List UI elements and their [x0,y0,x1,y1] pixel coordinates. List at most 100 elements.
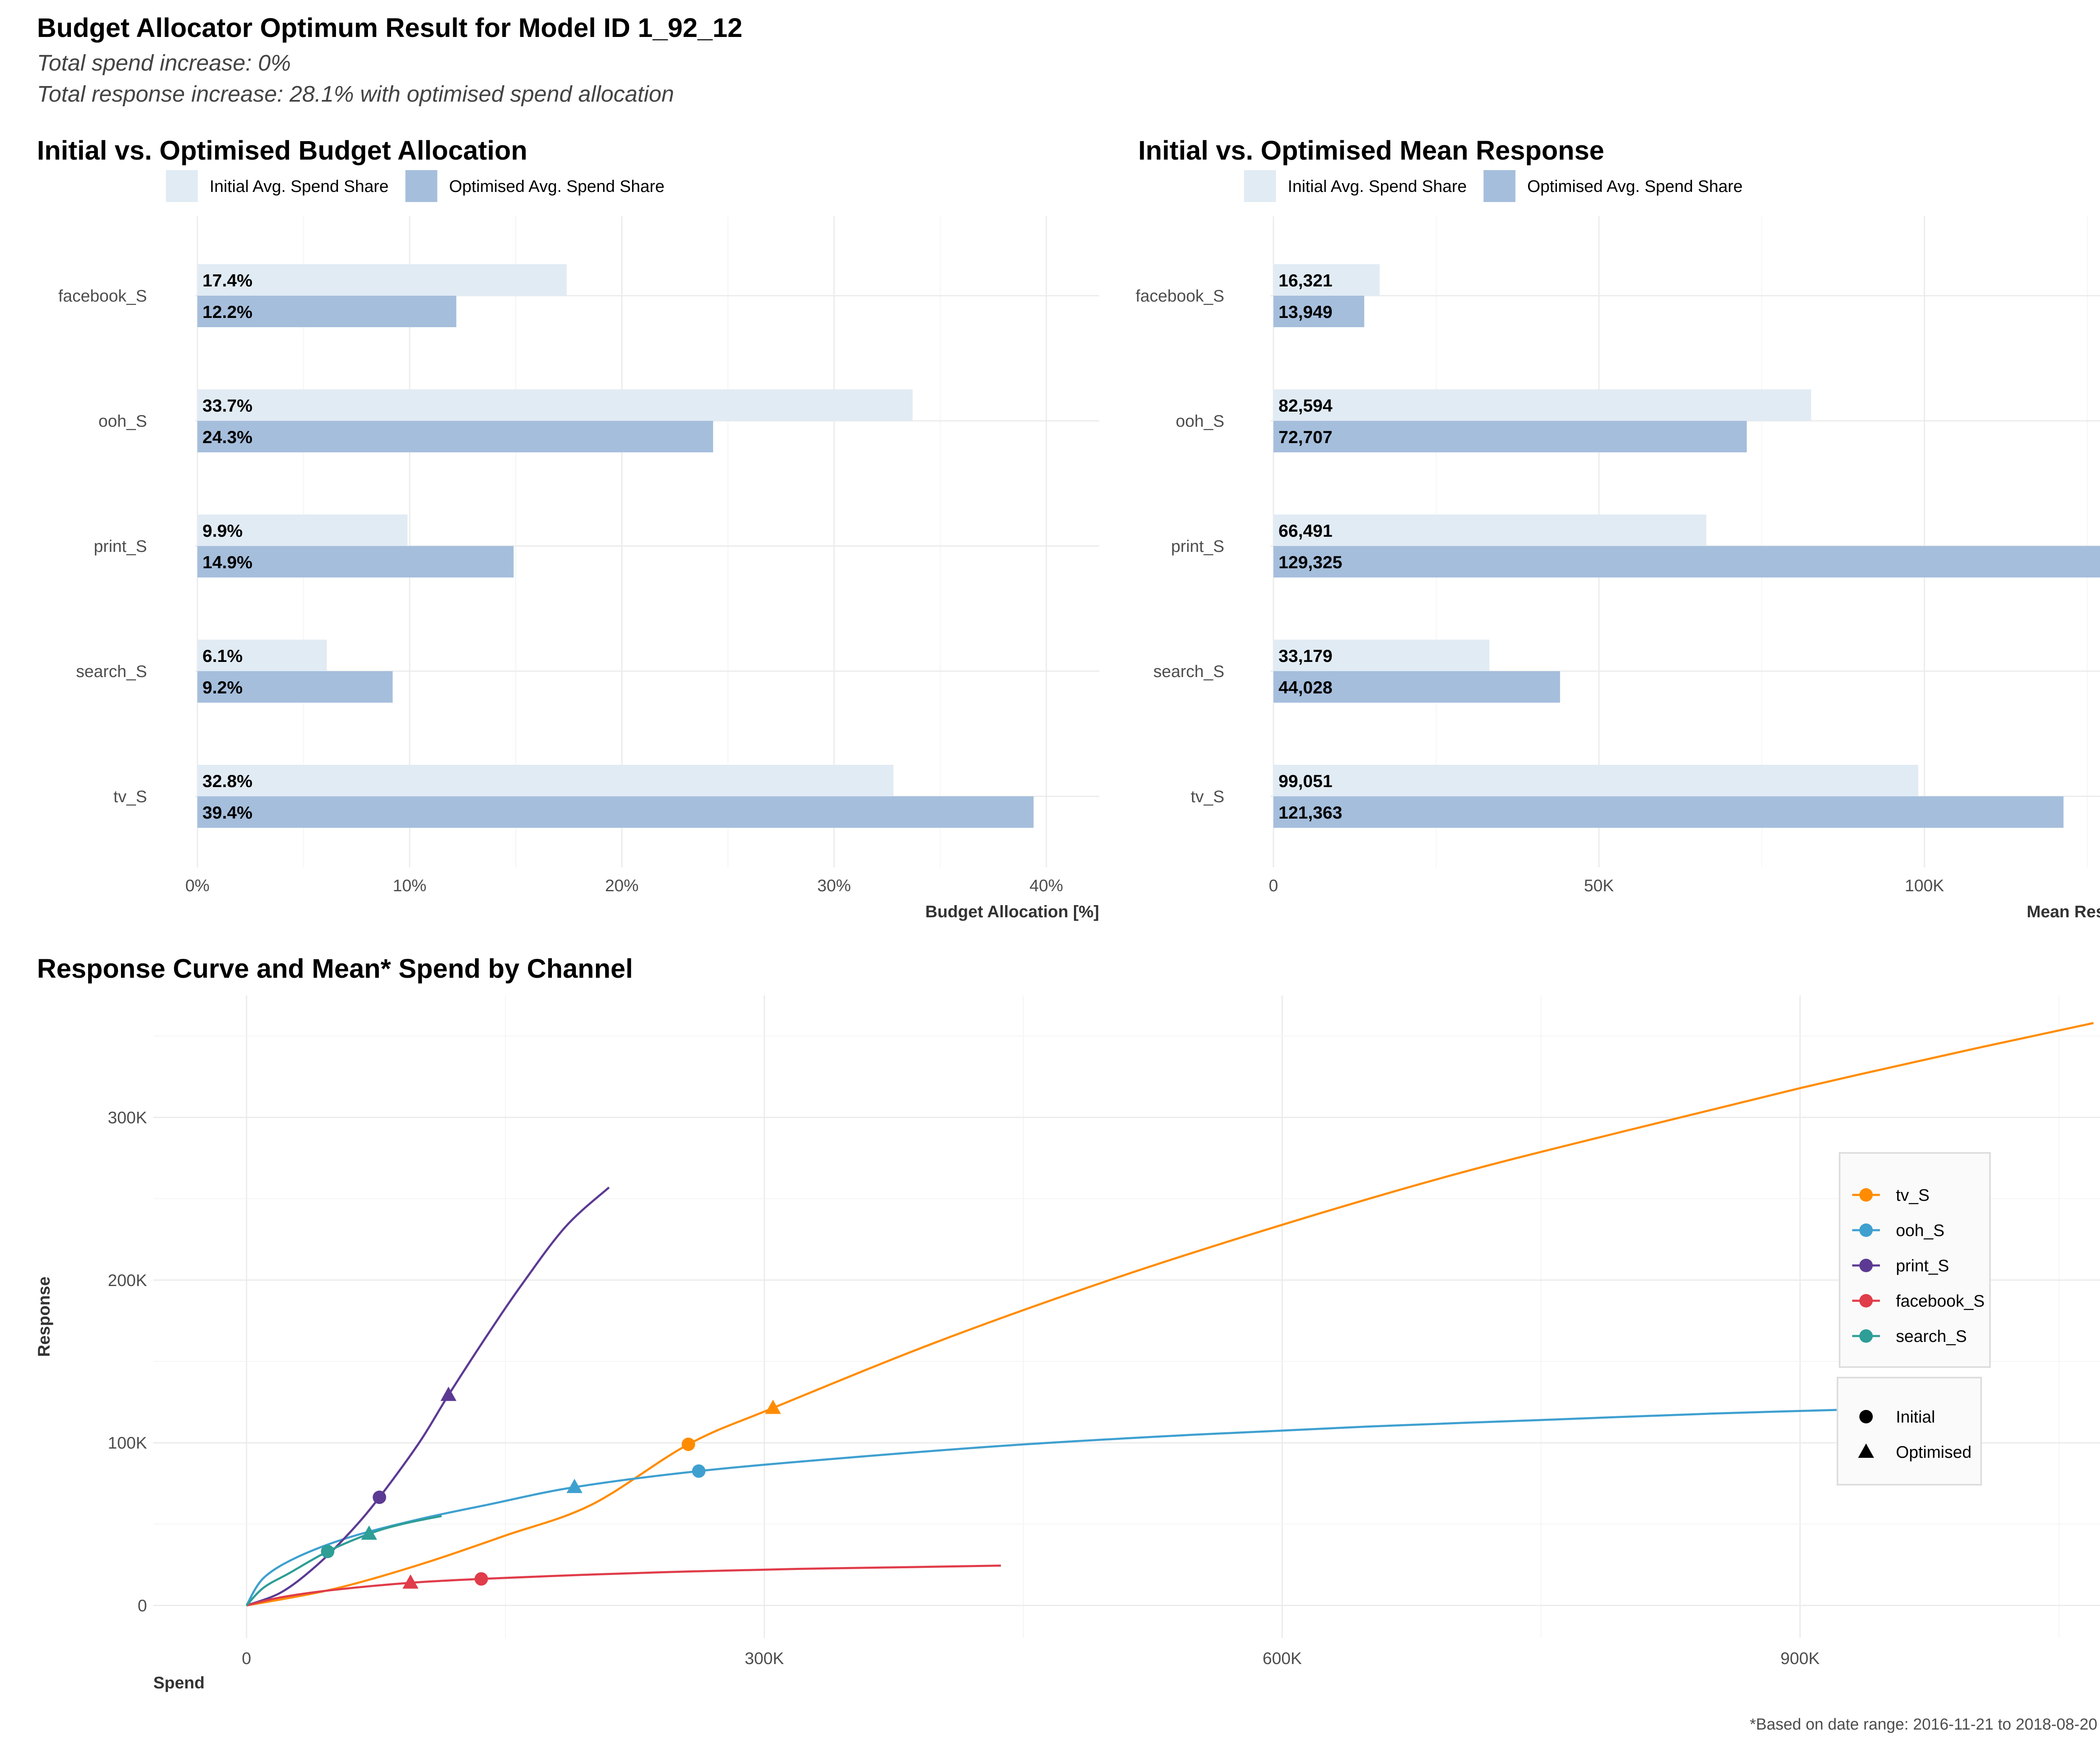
bar-label-tv-s-initial: 99,051 [1278,771,1332,791]
bar-search-s-optimised [1273,671,1560,703]
figure-subtitle-spend: Total spend increase: 0% [37,50,291,76]
bar-tv-s-optimised [197,796,1034,828]
y-tick-label: 300K [108,1109,147,1127]
y-tick-label-search-s: search_S [1153,662,1224,681]
legend-label-tv-s: tv_S [1896,1186,1929,1205]
bar-label-tv-s-initial: 32.8% [202,771,252,791]
x-tick-label: 600K [1263,1649,1302,1668]
bar-label-ooh-s-initial: 33.7% [202,396,252,415]
bar-label-facebook-s-optimised: 12.2% [202,302,252,322]
legend-label-ooh-s: ooh_S [1896,1221,1945,1240]
y-tick-label: 100K [108,1434,147,1452]
bar-facebook-s-optimised [1273,296,1365,327]
bar-label-tv-s-optimised: 39.4% [202,803,252,822]
y-tick-label-tv-s: tv_S [113,788,147,806]
bar-label-search-s-optimised: 9.2% [202,677,243,697]
marker-shape-legend-box [1837,1377,1982,1486]
date-range-footnote: *Based on date range: 2016-11-21 to 2018… [1750,1716,2100,1733]
y-tick-label-facebook-s: facebook_S [58,287,147,305]
bar-ooh-s-initial [197,389,913,421]
bar-facebook-s-initial [1273,264,1380,296]
response-curve-ooh-s [245,1407,1887,1606]
x-tick-label: 0% [185,877,210,895]
y-tick-label-tv-s: tv_S [1191,788,1224,806]
mean-response-panel: Initial vs. Optimised Mean Response Initi… [1136,135,2100,921]
bar-label-facebook-s-optimised: 13,949 [1278,302,1332,322]
y-axis-title: Response [35,1276,53,1357]
y-tick-label: 0 [138,1597,147,1615]
x-tick-label: 300K [745,1649,784,1668]
marker-ooh-s-optimised [566,1478,583,1493]
bar-facebook-s-optimised [197,296,457,327]
response-curve-print-s [246,1186,610,1606]
legend-key-optimised-avg-spend-share [1483,170,1516,202]
x-tick-label: 0 [242,1649,251,1668]
marker-search-s-optimised [361,1525,377,1540]
bar-label-search-s-initial: 33,179 [1278,646,1332,666]
legend-label-print-s: print_S [1896,1257,1949,1275]
panel-title: Initial vs. Optimised Budget Allocation [37,135,528,165]
legend-label-optimised: Optimised [1896,1443,1971,1462]
bar-print-s-optimised [1273,546,2100,578]
response-curve-panel: Response Curve and Mean* Spend by Channe… [35,953,2100,1692]
bar-tv-s-initial [1273,765,1919,796]
x-tick-label: 10% [393,877,426,895]
bar-print-s-optimised [197,546,514,578]
channel-legend: tv_S ooh_S print_S facebook_S search_S [1839,1152,1991,1368]
legend-initial-icon [1859,1410,1873,1423]
marker-print-s-optimised [440,1386,457,1401]
bar-ooh-s-optimised [1273,421,1747,452]
x-tick-label: 0 [1269,877,1278,895]
marker-ooh-s-initial [692,1464,706,1478]
x-axis-title: Spend [153,1674,205,1692]
bar-print-s-initial [197,514,408,546]
legend-optimised-icon [1858,1444,1874,1458]
marker-facebook-s-optimised [402,1574,419,1589]
bar-label-ooh-s-initial: 82,594 [1278,396,1333,415]
bar-ooh-s-initial [1273,389,1811,421]
legend-key-initial-avg-spend-share [1244,170,1276,202]
bar-search-s-optimised [197,671,393,703]
legend-dot-search-s [1859,1329,1873,1343]
legend-label-optimised-avg-spend-share: Optimised Avg. Spend Share [449,177,664,196]
legend-dot-ooh-s [1859,1223,1873,1237]
legend-label-initial-avg-spend-share: Initial Avg. Spend Share [210,177,388,196]
y-tick-label-print-s: print_S [1171,537,1224,556]
legend-dot-tv-s [1859,1188,1873,1202]
legend-label-initial: Initial [1896,1408,1935,1426]
y-tick-label-search-s: search_S [76,662,147,681]
bar-search-s-initial [197,640,327,671]
marker-tv-s-optimised [765,1399,781,1414]
x-tick-label: 50K [1584,877,1614,895]
marker-tv-s-initial [682,1437,696,1451]
bar-label-ooh-s-optimised: 24.3% [202,427,252,447]
bar-label-search-s-initial: 6.1% [202,646,243,666]
marker-facebook-s-initial [474,1572,488,1586]
figure-subtitle-response: Total response increase: 28.1% with opti… [37,81,674,107]
panel-title: Response Curve and Mean* Spend by Channe… [37,953,633,984]
x-tick-label: 20% [605,877,639,895]
response-curve-tv-s [246,1022,2094,1606]
y-tick-label-ooh-s: ooh_S [98,412,147,430]
legend-key-initial-avg-spend-share [166,170,198,202]
bar-label-print-s-optimised: 129,325 [1278,552,1342,572]
figure-title: Budget Allocator Optimum Result for Mode… [37,13,743,43]
marker-shape-legend: Initial Optimised [1837,1377,1982,1486]
bar-label-print-s-initial: 9.9% [202,521,243,541]
y-tick-label-print-s: print_S [94,537,147,556]
bar-tv-s-optimised [1273,796,2064,828]
x-axis-title: Mean Response [#] [2026,903,2100,921]
legend-key-optimised-avg-spend-share [405,170,438,202]
legend-dot-facebook-s [1859,1294,1873,1307]
y-tick-label: 200K [108,1271,147,1290]
legend-dot-print-s [1859,1259,1873,1272]
bar-label-facebook-s-initial: 17.4% [202,270,252,290]
budget-allocation-panel: Initial vs. Optimised Budget Allocation I… [37,135,1099,921]
x-tick-label: 30% [817,877,851,895]
legend-label-facebook-s: facebook_S [1896,1292,1984,1310]
bar-search-s-initial [1273,640,1490,671]
y-tick-label-ooh-s: ooh_S [1176,412,1224,430]
marker-search-s-initial [321,1545,335,1559]
legend-label-initial-avg-spend-share: Initial Avg. Spend Share [1288,177,1467,196]
bar-tv-s-initial [197,765,894,796]
